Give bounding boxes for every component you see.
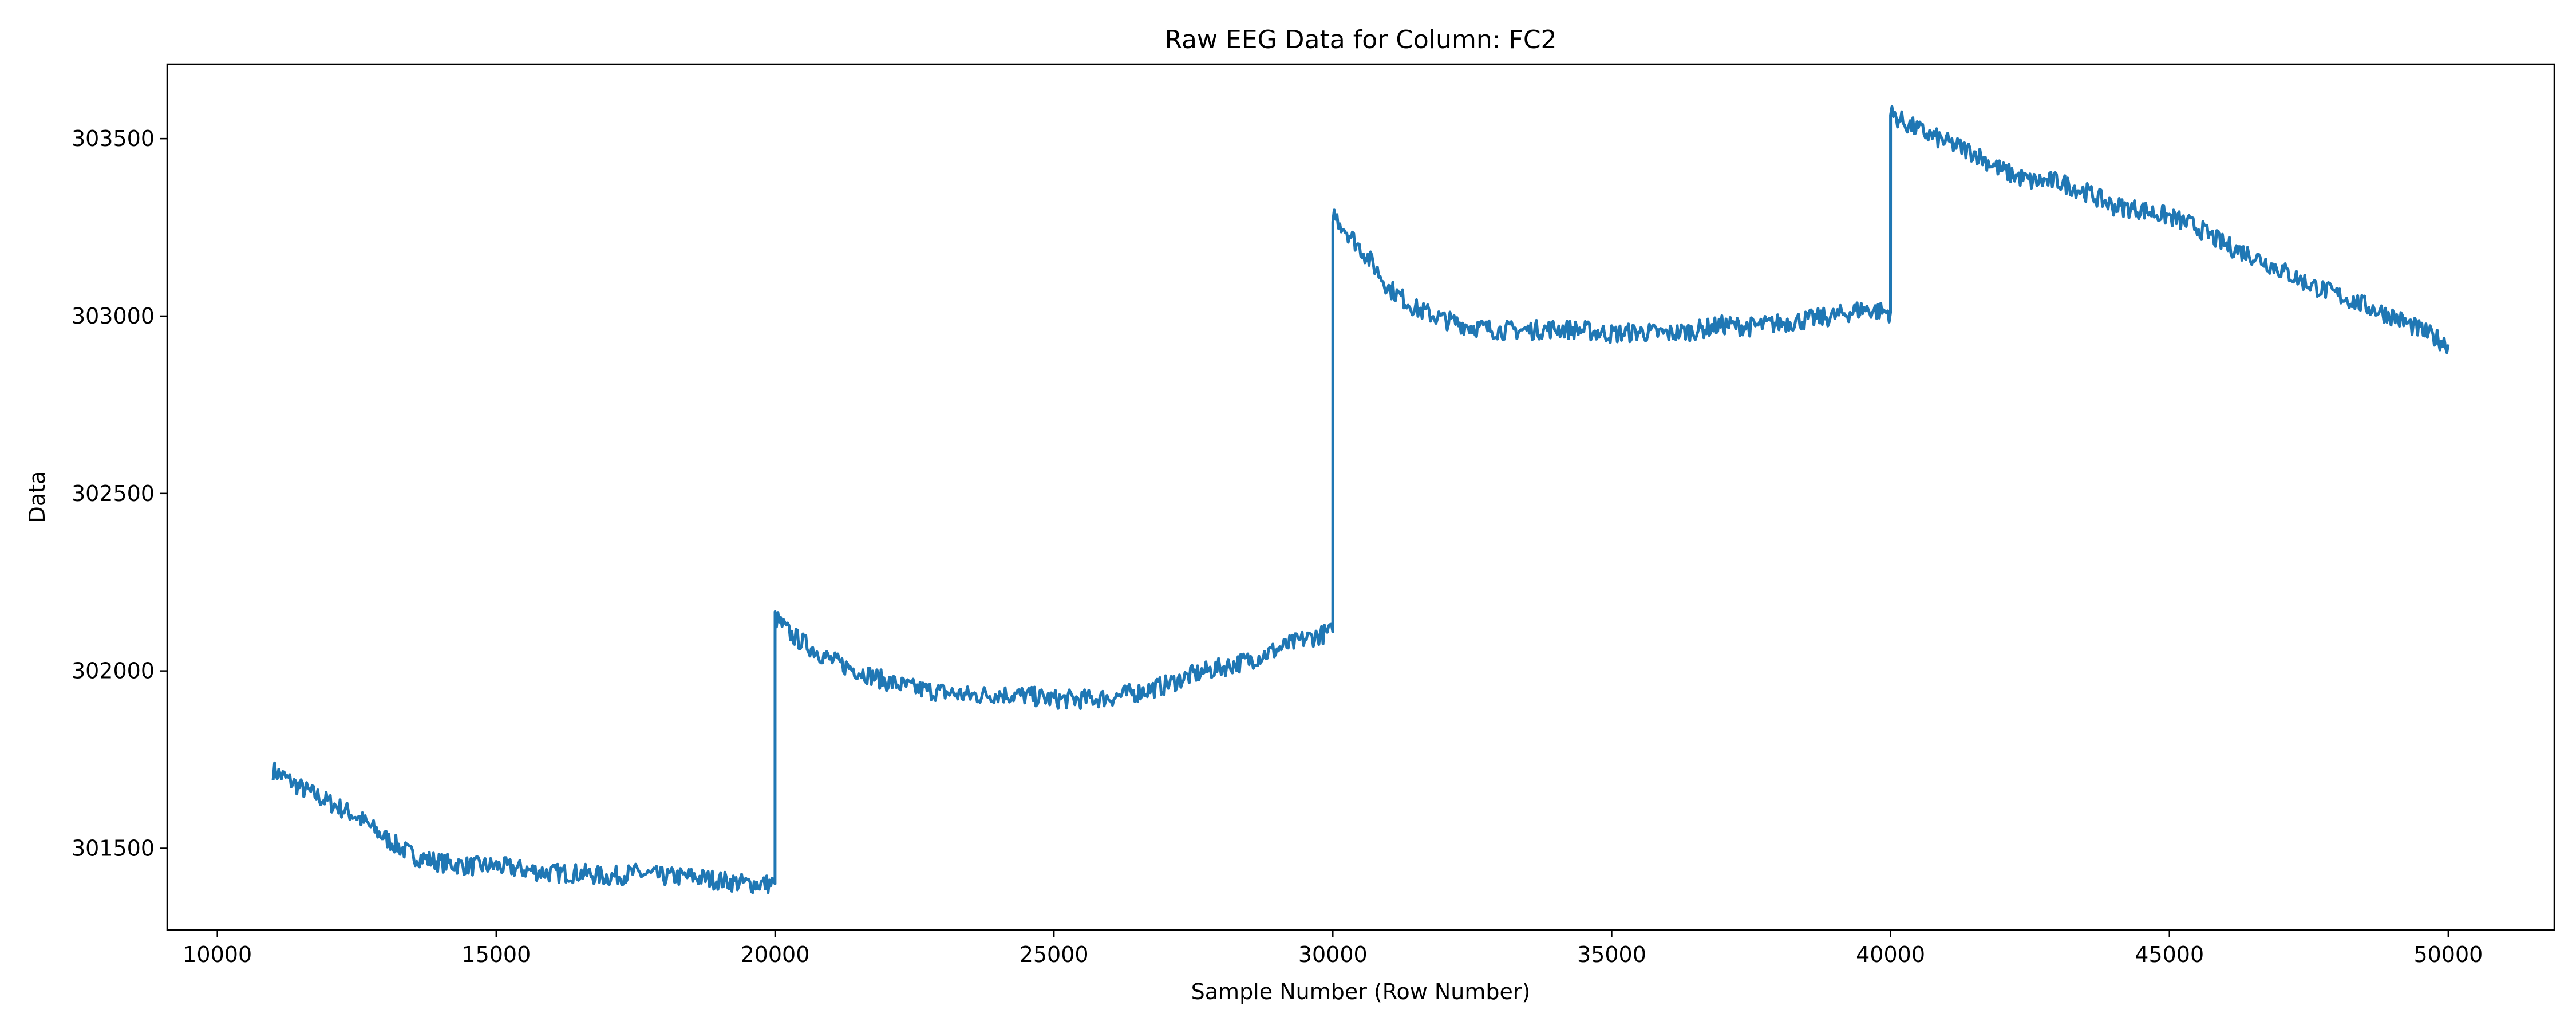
y-tick-label: 303500 xyxy=(72,126,155,151)
x-axis-label: Sample Number (Row Number) xyxy=(1191,979,1531,1004)
x-tick-label: 40000 xyxy=(1856,942,1925,967)
y-tick-label: 303000 xyxy=(72,303,155,329)
x-tick-label: 10000 xyxy=(183,942,252,967)
y-tick-label: 302500 xyxy=(72,481,155,506)
x-tick-label: 20000 xyxy=(741,942,810,967)
y-tick-label: 302000 xyxy=(72,659,155,684)
x-tick-label: 50000 xyxy=(2413,942,2483,967)
y-tick-label: 301500 xyxy=(72,835,155,861)
x-tick-label: 15000 xyxy=(461,942,531,967)
x-tick-label: 45000 xyxy=(2135,942,2204,967)
y-axis-label: Data xyxy=(25,471,50,523)
series-layer xyxy=(271,105,2450,894)
series-line xyxy=(271,105,2450,894)
x-tick-label: 25000 xyxy=(1020,942,1089,967)
x-tick-label: 30000 xyxy=(1298,942,1368,967)
x-axis-ticks: 10000 15000 20000 25000 30000 35000 40000 45000… xyxy=(183,930,2483,967)
y-axis-ticks: 301500 302000 302500 303000 303500 xyxy=(72,126,167,861)
chart-title: Raw EEG Data for Column: FC2 xyxy=(1164,25,1556,54)
plot-area-frame xyxy=(166,63,2555,931)
x-tick-label: 35000 xyxy=(1577,942,1646,967)
